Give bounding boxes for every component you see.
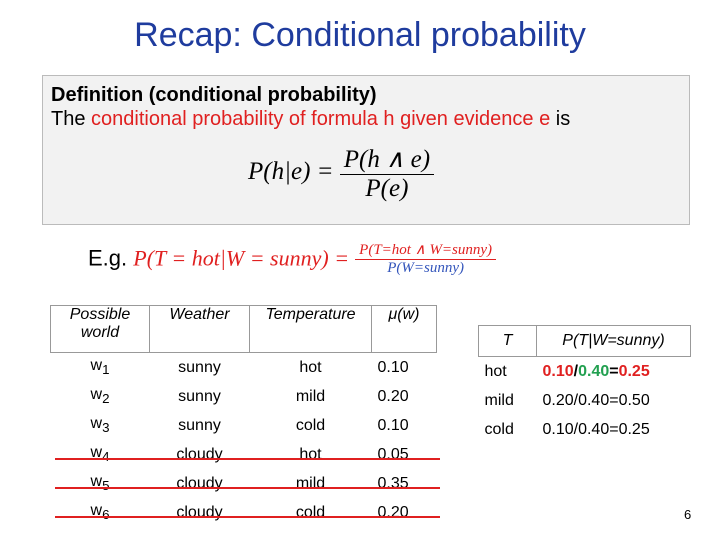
world-index: 3 xyxy=(102,420,110,436)
world-index: 1 xyxy=(102,362,110,378)
cell: hot xyxy=(299,358,322,376)
definition-text: The conditional probability of formula h… xyxy=(51,108,570,131)
cell: sunny xyxy=(178,416,221,434)
text: conditional probability of formula h giv… xyxy=(91,108,551,130)
cell: 0.35 xyxy=(377,474,409,492)
cell: hot xyxy=(299,445,322,463)
header-cell: Weather xyxy=(149,305,250,353)
row: w3 sunny cold 0.10 xyxy=(51,411,437,440)
cell: w1 xyxy=(51,353,150,383)
formula-lhs: P(h|e) = xyxy=(248,158,334,186)
numerator: P(h ∧ e) xyxy=(339,144,435,175)
world-name: w xyxy=(90,386,103,404)
row: cold 0.10/0.40=0.25 xyxy=(479,415,691,444)
world-name: w xyxy=(90,415,103,433)
cell: cloudy xyxy=(176,445,223,463)
strike-line xyxy=(55,458,440,460)
row: mild 0.20/0.40=0.50 xyxy=(479,386,691,415)
text-part: / xyxy=(573,362,579,380)
definition-box: Definition (conditional probability) The… xyxy=(42,75,690,225)
cell: cold xyxy=(484,420,514,438)
cell: sunny xyxy=(178,358,221,376)
header-cell: Possible world xyxy=(50,305,150,353)
world-index: 4 xyxy=(102,450,109,465)
header-cell: μ(w) xyxy=(371,305,437,353)
definition-heading: Definition (conditional probability) xyxy=(51,84,377,106)
world-index: 2 xyxy=(102,391,110,407)
row: w5 cloudy mild 0.35 xyxy=(51,469,437,498)
conditional-table: T P(T|W=sunny) hot 0.10/0.40=0.25 mild 0.20/0… xyxy=(478,325,691,444)
world-index: 5 xyxy=(102,479,109,494)
row: w4 cloudy hot 0.05 xyxy=(51,440,437,469)
cell: cloudy xyxy=(176,474,223,492)
cell: mild xyxy=(295,387,326,405)
header-row: Possible world Weather Temperature μ(w) xyxy=(50,305,437,353)
cell: cold xyxy=(295,503,326,521)
slide-title: Recap: Conditional probability xyxy=(134,16,586,54)
cell: w3 xyxy=(51,411,150,440)
text: is xyxy=(550,108,571,130)
cell: w5 xyxy=(51,469,150,498)
cell: mild xyxy=(295,474,326,492)
cell: cold xyxy=(295,416,326,434)
cell: 0.10/0.40=0.25 xyxy=(537,357,691,387)
text-part: 0.10 xyxy=(542,362,574,380)
cell: w4 xyxy=(51,440,150,469)
cell: mild xyxy=(484,391,514,409)
denominator: P(W=sunny) xyxy=(387,260,464,276)
cell: w6 xyxy=(51,498,150,527)
text: The xyxy=(51,108,92,130)
world-table: Possible world Weather Temperature μ(w) w1 su… xyxy=(50,305,437,527)
example: E.g. P(T = hot|W = sunny) = P(T=hot ∧ W=… xyxy=(88,240,497,277)
numerator: P(T=hot ∧ W=sunny) xyxy=(355,240,497,260)
cell: 0.20/0.40=0.50 xyxy=(542,391,650,409)
cell: cloudy xyxy=(176,503,223,521)
cell: sunny xyxy=(178,387,221,405)
row: w1 sunny hot 0.10 xyxy=(51,353,437,383)
strike-line xyxy=(55,487,440,489)
world-name: w xyxy=(90,502,103,520)
text-part: 0.40 xyxy=(578,362,610,380)
row: w6 cloudy cold 0.20 xyxy=(51,498,437,527)
row: hot 0.10/0.40=0.25 xyxy=(479,357,691,387)
header-cell: P(T|W=sunny) xyxy=(536,325,691,357)
text-part: 0.25 xyxy=(618,362,650,380)
text-part: = xyxy=(609,362,619,380)
cell: 0.20 xyxy=(377,503,409,521)
cell: 0.10 xyxy=(377,358,409,376)
header-cell: T xyxy=(478,325,537,357)
header-row: T P(T|W=sunny) xyxy=(478,325,691,357)
example-label: E.g. xyxy=(88,245,128,271)
page-number: 6 xyxy=(684,507,692,522)
cell: 0.05 xyxy=(377,445,409,463)
denominator: P(e) xyxy=(365,175,409,202)
world-name: w xyxy=(90,473,103,491)
header-cell: Temperature xyxy=(249,305,372,353)
strike-line xyxy=(55,516,440,518)
world-index: 6 xyxy=(102,508,109,523)
formula: P(h|e) = P(h ∧ e) P(e) xyxy=(248,144,435,203)
cell: 0.20 xyxy=(377,387,409,405)
cell: hot xyxy=(484,362,507,380)
world-name: w xyxy=(90,357,103,375)
row: w2 sunny mild 0.20 xyxy=(51,382,437,411)
cell: 0.10 xyxy=(377,416,409,434)
example-lhs: P(T = hot|W = sunny) = xyxy=(133,245,350,271)
world-name: w xyxy=(90,444,103,462)
cell: w2 xyxy=(51,382,150,411)
cell: 0.10/0.40=0.25 xyxy=(542,420,650,438)
